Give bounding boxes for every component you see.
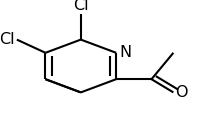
Text: Cl: Cl	[0, 32, 15, 47]
Text: O: O	[175, 85, 188, 100]
Text: N: N	[120, 45, 132, 60]
Text: Cl: Cl	[73, 0, 89, 13]
